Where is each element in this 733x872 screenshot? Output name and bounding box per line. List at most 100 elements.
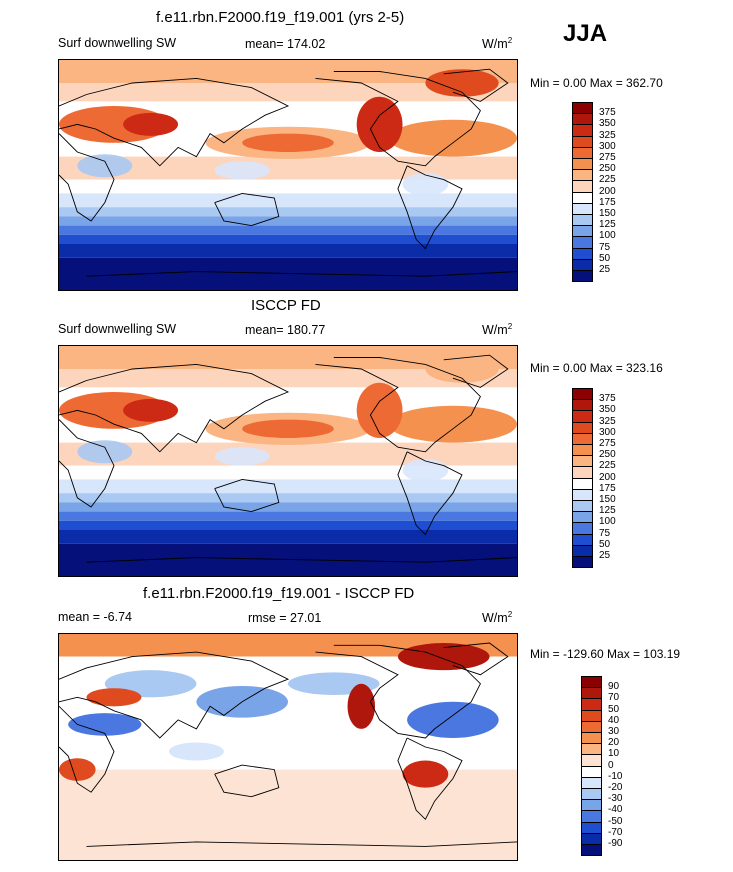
field-band — [59, 207, 517, 217]
panel3-field — [59, 634, 517, 860]
panel1-field — [59, 60, 517, 290]
field-blob — [59, 758, 96, 781]
coastline — [443, 354, 509, 388]
coastline — [397, 165, 463, 250]
field-blob — [214, 447, 270, 466]
colorbar-tick-label: 325 — [599, 415, 616, 427]
field-blob — [242, 419, 334, 438]
colorbar-tick-label: -40 — [608, 804, 623, 816]
field-blob — [356, 382, 403, 438]
colorbar-tick-label: -90 — [608, 838, 623, 849]
colorbar-tick-label: 50 — [608, 703, 620, 715]
panel1-mean-label: mean= 174.02 — [245, 37, 326, 51]
coastline — [59, 77, 290, 167]
panel2-minmax: Min = 0.00 Max = 323.16 — [530, 361, 663, 375]
panel2-title: ISCCP FD — [251, 297, 321, 314]
panel1-title: f.e11.rbn.F2000.f19_f19.001 (yrs 2-5) — [156, 9, 405, 26]
colorbar-tick-label: 10 — [608, 748, 620, 760]
field-band — [59, 193, 517, 208]
colorbar-tick-label: 125 — [599, 505, 616, 517]
field-band — [59, 179, 517, 194]
field-blob — [425, 355, 499, 383]
colorbar-tick-label: 225 — [599, 174, 616, 186]
panel3-mean-label: mean = -6.74 — [58, 610, 133, 624]
colorbar-tick-label: 200 — [599, 185, 616, 197]
coastline — [59, 705, 115, 793]
field-blob — [168, 742, 224, 761]
field-blob — [388, 405, 517, 443]
colorbar-tick-label: -20 — [608, 782, 623, 793]
coastline — [59, 363, 290, 453]
field-band — [59, 216, 517, 226]
coastline — [315, 71, 481, 167]
panel2-map — [58, 345, 518, 577]
colorbar-tick-label: 75 — [599, 241, 611, 253]
field-blob — [388, 119, 517, 157]
colorbar-tick-label: 275 — [599, 438, 616, 449]
field-blob — [347, 683, 376, 729]
colorbar-tick-label: 25 — [599, 550, 611, 561]
field-band — [59, 60, 517, 83]
panel3-units-label: W/m2 — [482, 610, 513, 626]
coastline — [59, 133, 115, 222]
field-blob — [77, 440, 133, 464]
colorbar-tick-label: 225 — [599, 460, 616, 472]
field-band — [59, 234, 517, 244]
field-blob — [214, 161, 270, 180]
coastline — [397, 451, 463, 536]
field-blob — [402, 458, 449, 482]
field-band — [59, 479, 517, 494]
field-band — [59, 511, 517, 521]
colorbar-tick-label: 250 — [599, 163, 616, 175]
panel3-rmse-label: rmse = 27.01 — [248, 611, 322, 625]
colorbar-tick-label: -10 — [608, 770, 623, 782]
colorbar-tick-label: 70 — [608, 692, 620, 704]
colorbar-tick-label: 100 — [599, 230, 616, 242]
colorbar-tick-label: 150 — [599, 494, 616, 505]
panel3-title: f.e11.rbn.F2000.f19_f19.001 - ISCCP FD — [143, 585, 415, 602]
colorbar-tick-label: 175 — [599, 196, 616, 208]
colorbar-tick-label: -50 — [608, 815, 623, 827]
field-band — [59, 520, 517, 530]
field-blob — [123, 398, 179, 422]
field-band — [59, 493, 517, 503]
field-blob — [402, 172, 449, 196]
colorbar-tick-label: -30 — [608, 793, 623, 805]
field-band — [59, 257, 517, 290]
colorbar-tick-label: 300 — [599, 140, 616, 152]
colorbar-tick-label: 350 — [599, 118, 616, 130]
coastline — [443, 68, 509, 102]
colorbar-tick-label: 350 — [599, 404, 616, 416]
field-band — [59, 543, 517, 576]
colorbar-tick-label: 25 — [599, 264, 611, 275]
colorbar-tick-label: 325 — [599, 129, 616, 141]
field-band — [59, 346, 517, 369]
colorbar-tick-label: 150 — [599, 208, 616, 219]
colorbar-tick-label: 50 — [599, 252, 611, 264]
field-band — [59, 83, 517, 102]
field-blob — [397, 643, 490, 671]
coastline — [214, 764, 280, 798]
season-label: JJA — [563, 20, 608, 47]
colorbar-swatch — [572, 556, 593, 569]
field-band — [59, 769, 517, 860]
coastline — [86, 271, 517, 277]
colorbar-tick-label: 125 — [599, 219, 616, 231]
field-blob — [123, 112, 179, 136]
panel3-map — [58, 633, 518, 861]
colorbar-tick-label: 200 — [599, 471, 616, 483]
field-blob — [356, 96, 403, 152]
field-blob — [68, 713, 142, 736]
colorbar-tick-label: 250 — [599, 449, 616, 461]
colorbar-tick-label: 0 — [608, 759, 614, 771]
field-blob — [86, 688, 142, 707]
colorbar-tick-label: -70 — [608, 826, 623, 838]
panel2-mean-label: mean= 180.77 — [245, 323, 326, 337]
panel1-map — [58, 59, 518, 291]
field-band — [59, 530, 517, 544]
coastline — [86, 841, 517, 847]
field-blob — [77, 154, 133, 178]
field-blob — [242, 133, 334, 152]
colorbar-swatch — [572, 270, 593, 283]
coastline — [59, 419, 115, 508]
